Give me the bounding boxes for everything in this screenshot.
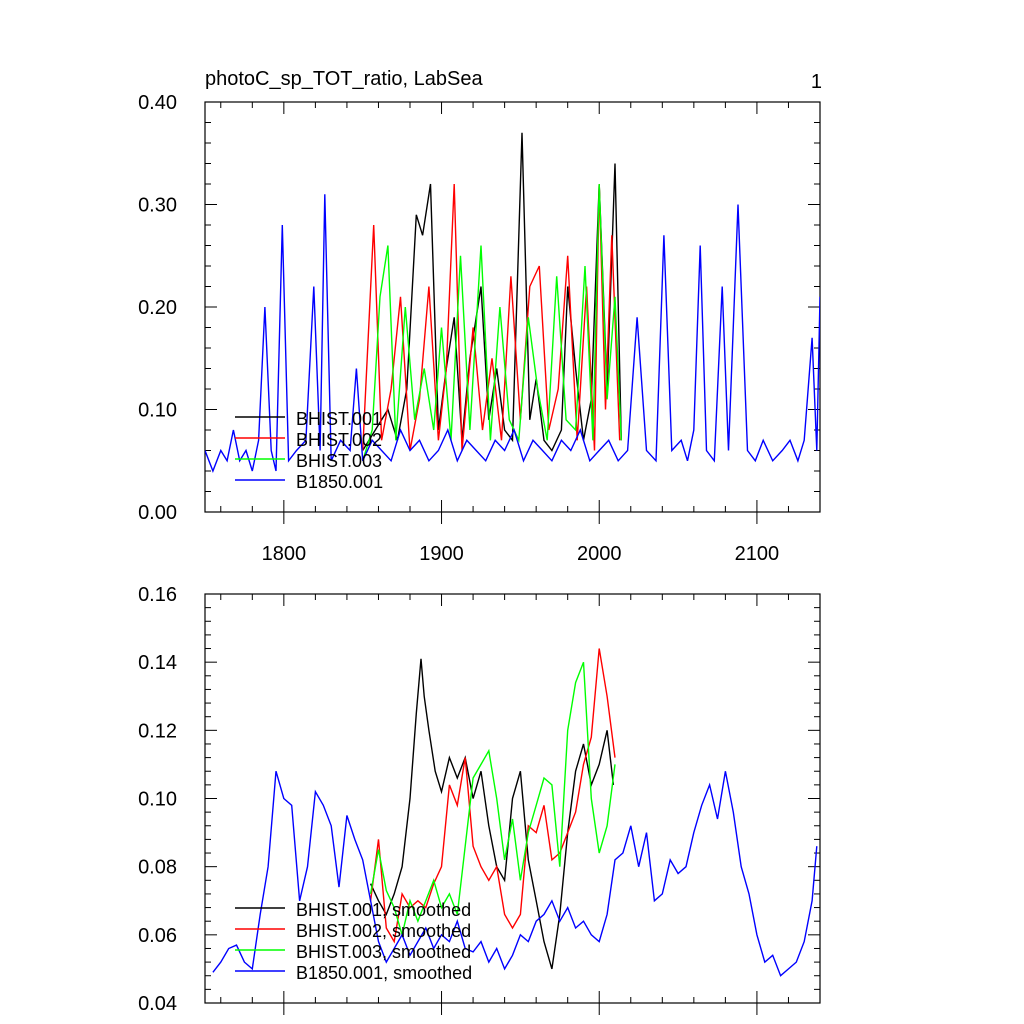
legend-label: B1850.001	[296, 472, 383, 492]
y-tick-label: 0.12	[138, 720, 177, 742]
top-chart-panel: 0.00 0.10 0.20 0.30 0.40 1800 1900 2000 2100 BHIS…	[138, 92, 821, 565]
figure-title: photoC_sp_TOT_ratio, LabSea	[205, 68, 483, 90]
y-tick-label: 0.16	[138, 584, 177, 606]
series-line-bhist-001-smoothed	[369, 658, 615, 970]
bottom-chart-panel: 0.04 0.06 0.08 0.10 0.12 0.14 0.16 BHIST.001, s…	[138, 584, 821, 1015]
y-tick-label: 0.04	[138, 993, 177, 1015]
x-tick-label: 1900	[419, 543, 464, 565]
legend-label: BHIST.003, smoothed	[296, 942, 471, 962]
legend-label: B1850.001, smoothed	[296, 963, 472, 983]
legend-label: BHIST.002, smoothed	[296, 921, 471, 941]
y-tick-label: 0.08	[138, 857, 177, 879]
y-tick-label: 0.00	[138, 502, 177, 524]
y-tick-label: 0.06	[138, 925, 177, 947]
legend-label: BHIST.001	[296, 409, 382, 429]
series-line-b1850-001-smoothed	[212, 771, 818, 977]
legend-label: BHIST.002	[296, 430, 382, 450]
series-line-b1850-001	[205, 194, 820, 473]
x-tick-label: 2100	[735, 543, 780, 565]
y-tick-label: 0.10	[138, 789, 177, 811]
y-tick-label: 0.10	[138, 400, 177, 422]
y-tick-label: 0.14	[138, 652, 177, 674]
legend-label: BHIST.001, smoothed	[296, 900, 471, 920]
series-line-bhist-003	[362, 183, 622, 462]
y-tick-label: 0.40	[138, 92, 177, 114]
series-line-bhist-002	[362, 183, 621, 451]
panel-number: 1	[811, 71, 822, 93]
y-tick-label: 0.20	[138, 297, 177, 319]
x-tick-label: 2000	[577, 543, 622, 565]
legend-label: BHIST.003	[296, 451, 382, 471]
y-tick-label: 0.30	[138, 195, 177, 217]
x-tick-label: 1800	[262, 543, 307, 565]
series-line-bhist-002-smoothed	[369, 648, 616, 944]
series-line-bhist-003-smoothed	[369, 661, 616, 938]
series-line-bhist-001	[362, 132, 622, 452]
